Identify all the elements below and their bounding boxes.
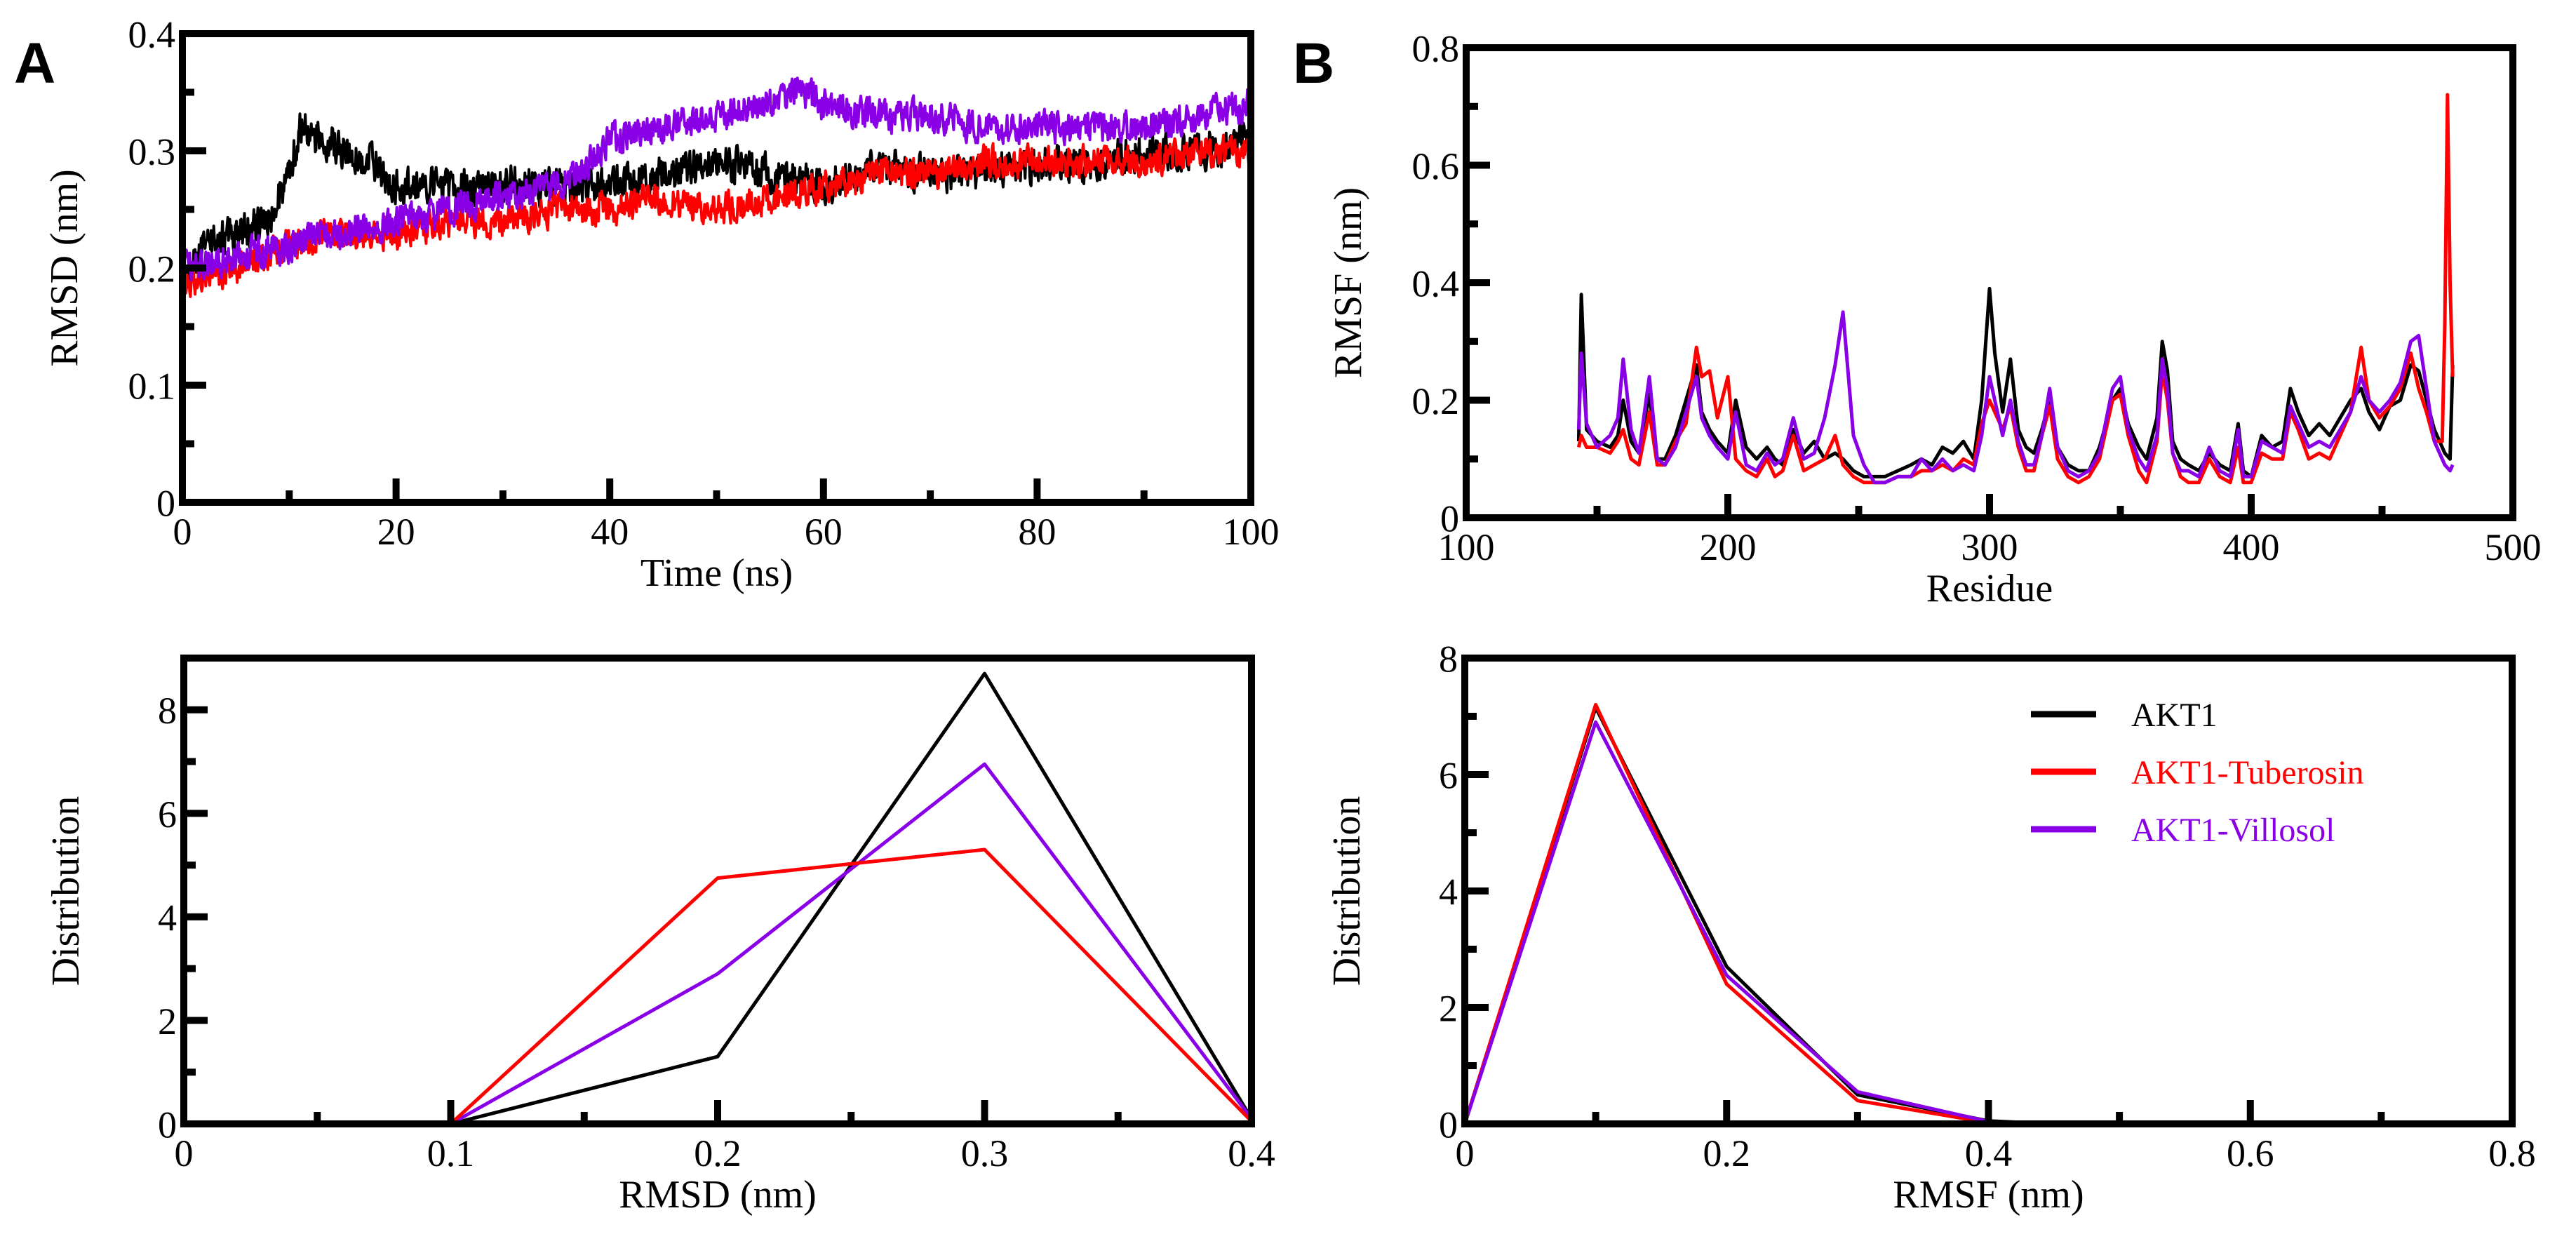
series-akt1-villosol [182, 76, 1251, 283]
x-tick-label: 0.2 [694, 1132, 742, 1174]
x-tick-label: 500 [2485, 526, 2542, 568]
x-tick-label: 100 [1438, 526, 1495, 568]
x-axis-label: RMSF (nm) [1893, 1173, 2084, 1217]
series-group [182, 76, 1251, 298]
y-axis-label: RMSD (nm) [43, 169, 86, 367]
x-tick-label: 0.2 [1703, 1132, 1751, 1174]
y-tick-label: 8 [1439, 638, 1458, 680]
y-tick-label: 0 [156, 482, 175, 524]
y-tick-label: 2 [1439, 987, 1458, 1029]
y-axis-label: Distribution [44, 796, 88, 986]
x-tick-label: 0 [1456, 1132, 1475, 1174]
series-akt1-villosol [450, 762, 1252, 1124]
y-tick-label: 4 [158, 897, 177, 939]
y-tick-label: 0 [1439, 1104, 1458, 1146]
x-tick-label: 60 [805, 511, 843, 553]
panel-label-a: A [14, 32, 55, 95]
x-tick-label: 0.6 [2227, 1132, 2274, 1174]
series-akt1 [1576, 286, 2455, 478]
legend-label-tuberosin: AKT1-Tuberosin [2131, 754, 2364, 791]
rmsf-residue-chart: 100 200 300 400 500 0 0.2 0.4 0.6 0.8 Residue RMSF … [1327, 27, 2542, 610]
x-tick-label: 0 [175, 1132, 194, 1174]
y-tick-label: 6 [1439, 754, 1458, 796]
x-tick-label: 0.4 [1965, 1132, 2013, 1174]
x-tick-label: 300 [1961, 526, 2018, 568]
y-tick-label: 0.1 [128, 365, 176, 407]
series-akt1-tuberosin [1465, 702, 1989, 1124]
y-tick-label: 0.2 [1412, 380, 1460, 422]
x-axis-label: Time (ns) [640, 551, 793, 595]
series-akt1-villosol [1465, 720, 1990, 1124]
y-tick-label: 6 [158, 793, 177, 836]
y-tick-label: 8 [158, 690, 177, 732]
y-tick-label: 0.2 [128, 248, 176, 290]
series-group [1576, 93, 2455, 485]
x-axis-label: RMSD (nm) [619, 1173, 817, 1217]
x-tick-label: 0.8 [2488, 1132, 2536, 1174]
plot-frame [1463, 44, 2516, 521]
y-tick-label: 0.6 [1412, 145, 1460, 187]
rmsf-distribution-chart: 0 0.2 0.4 0.6 0.8 0 2 4 6 8 RMSF (nm) Distribution [1325, 638, 2536, 1216]
y-tick-label: 0.4 [128, 13, 176, 55]
y-tick-label: 0.8 [1412, 27, 1460, 69]
x-tick-label: 0.3 [961, 1132, 1009, 1174]
x-tick-label: 0.4 [1228, 1132, 1275, 1174]
y-axis-label: Distribution [1325, 796, 1369, 986]
series-group [449, 671, 1252, 1124]
x-axis-label: Residue [1926, 567, 2053, 610]
x-tick-label: 100 [1223, 511, 1280, 553]
x-tick-label: 0.1 [427, 1132, 475, 1174]
y-tick-label: 0 [1440, 497, 1459, 539]
series-akt1-villosol [1576, 310, 2455, 485]
series-group [1465, 702, 2028, 1124]
x-tick-label: 20 [377, 511, 415, 553]
plot-frame [1461, 655, 2516, 1127]
series-akt1-tuberosin [1576, 93, 2455, 485]
series-akt1 [1465, 706, 2028, 1124]
x-tick-label: 0 [173, 511, 192, 553]
legend-label-villosol: AKT1-Villosol [2131, 812, 2335, 849]
panel-label-b: B [1293, 32, 1334, 95]
x-tick-label: 400 [2223, 526, 2280, 568]
y-axis-label: RMSF (nm) [1327, 187, 1370, 378]
rmsd-time-chart: 0 20 40 60 80 100 0 0.1 0.2 0.3 0.4 Time (ns) RMSD (… [43, 13, 1280, 594]
series-akt1-tuberosin [449, 847, 1252, 1124]
x-tick-label: 40 [591, 511, 629, 553]
y-tick-label: 4 [1439, 871, 1458, 913]
y-tick-label: 0.4 [1412, 262, 1460, 304]
legend: AKT1 AKT1-Tuberosin AKT1-Villosol [2031, 697, 2364, 849]
x-tick-label: 200 [1700, 526, 1757, 568]
y-tick-label: 2 [158, 1000, 177, 1043]
x-tick-label: 80 [1018, 511, 1056, 553]
y-tick-label: 0.3 [128, 130, 176, 173]
rmsd-distribution-chart: 0 0.1 0.2 0.3 0.4 0 2 4 6 8 RMSD (nm) Distribution [44, 655, 1275, 1217]
y-tick-label: 0 [158, 1104, 177, 1146]
legend-label-akt1: AKT1 [2131, 697, 2218, 734]
